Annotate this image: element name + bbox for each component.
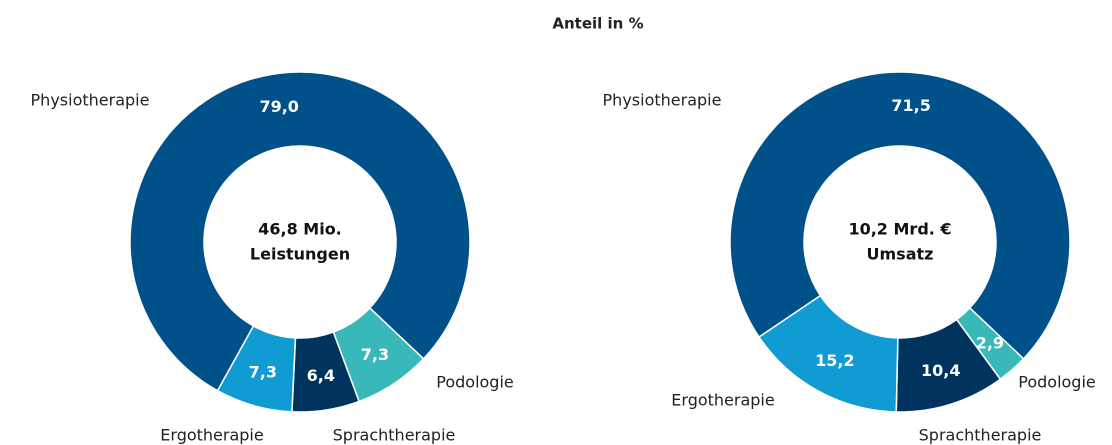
donut-slice [216,324,297,413]
center-label: Leistungen [250,245,350,264]
center-label: 10,2 Mrd. € [848,220,951,239]
value-label: 15,2 [815,351,854,370]
value-label: 10,4 [921,361,960,380]
value-label: 7,3 [361,345,389,364]
category-label: Ergotherapie [160,426,263,445]
value-label: 71,5 [891,96,930,115]
category-label: Physiotherapie [31,91,150,110]
value-label: 2,9 [976,334,1004,353]
category-label: Podologie [436,373,514,392]
donut-slice [129,71,471,392]
value-label: 6,4 [307,366,335,385]
category-label: Sprachtherapie [919,426,1042,445]
category-label: Ergotherapie [671,391,774,410]
center-label: 46,8 Mio. [258,220,342,239]
category-label: Physiotherapie [603,91,722,110]
category-label: Sprachtherapie [333,426,456,445]
value-label: 79,0 [259,97,298,116]
category-label: Podologie [1018,373,1096,392]
donut-slice [758,294,899,413]
center-label: Umsatz [867,245,934,264]
donut-slice [729,71,1071,360]
chart-title: Anteil in % [552,15,643,33]
value-label: 7,3 [249,362,277,381]
